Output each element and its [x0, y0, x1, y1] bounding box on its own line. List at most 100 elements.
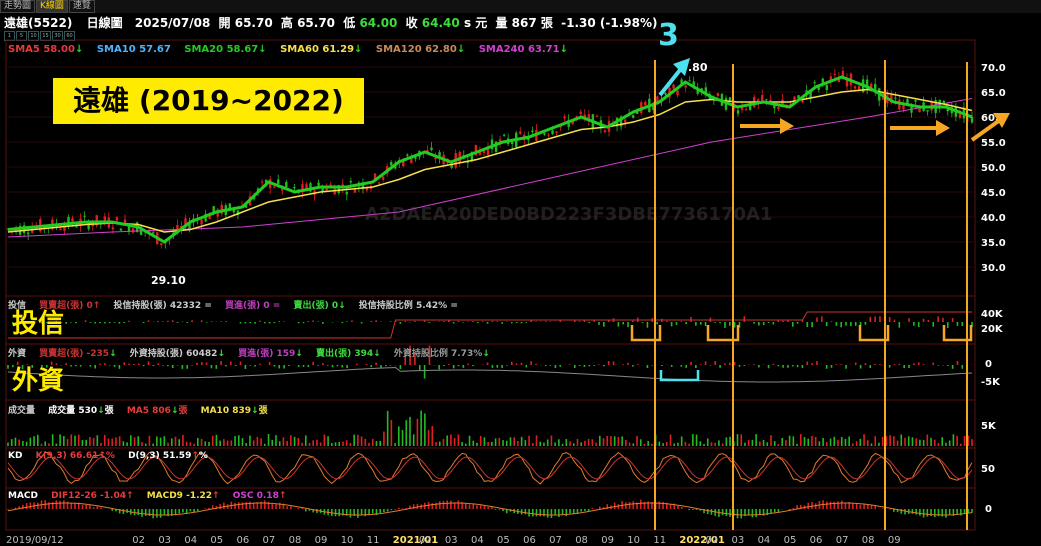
volume-bar — [859, 438, 862, 446]
candle-body — [200, 219, 203, 225]
macd-bar — [170, 509, 173, 516]
bar — [695, 365, 697, 369]
volume-bar — [807, 438, 810, 446]
volume-bar — [706, 438, 709, 446]
bar — [573, 320, 576, 322]
volume-bar — [550, 435, 553, 446]
candle-body — [853, 86, 857, 89]
bar — [210, 321, 213, 322]
x-tick-label: 04 — [758, 535, 771, 546]
volume-bar — [829, 438, 832, 446]
macd-bar — [245, 502, 248, 509]
bar — [874, 316, 876, 322]
bar — [791, 322, 794, 327]
volume-bar — [744, 442, 746, 446]
bar — [331, 365, 334, 368]
x-tick-label: 03 — [158, 535, 171, 546]
bar — [825, 322, 828, 327]
tab-trend[interactable]: 走勢圖 — [0, 0, 36, 13]
bar — [554, 365, 557, 369]
macd-bar — [703, 509, 705, 514]
bar — [283, 321, 285, 322]
volume-bar — [907, 436, 910, 446]
bar — [646, 322, 649, 328]
candle-body — [438, 152, 441, 159]
trust-holding-line — [8, 311, 972, 339]
price-ytick: 55.0 — [981, 138, 1006, 149]
volume-bar — [438, 441, 441, 446]
volume-bar — [234, 436, 236, 446]
volume-bar — [357, 434, 359, 446]
volume-bar — [639, 439, 642, 446]
bar — [879, 316, 881, 322]
macd-bar — [14, 507, 17, 509]
bar — [200, 362, 203, 365]
bar — [646, 365, 649, 369]
macd-bar — [773, 509, 776, 513]
candle-body — [623, 119, 627, 123]
bar — [244, 322, 247, 324]
candle-body — [688, 80, 691, 82]
macd-bar — [922, 509, 925, 518]
macd-bar — [204, 508, 207, 509]
candle-body — [414, 157, 417, 159]
bar — [55, 363, 58, 365]
macd-bar — [554, 509, 556, 516]
macd-bar — [799, 504, 802, 509]
tab-quick[interactable]: 速覽 — [68, 0, 95, 13]
candle-body — [571, 120, 574, 125]
bar — [772, 363, 775, 365]
volume-bar — [267, 434, 270, 446]
volume-bar — [63, 436, 65, 446]
macd-bar — [915, 509, 917, 515]
bar — [656, 322, 658, 325]
macd-bar — [368, 509, 370, 516]
bar — [830, 365, 833, 368]
bar — [588, 365, 591, 367]
macd-bar — [182, 509, 184, 513]
volume-bar — [92, 437, 95, 446]
candle-body — [636, 112, 639, 114]
candle-body — [644, 101, 647, 106]
candle-body — [345, 191, 349, 195]
bar — [123, 322, 126, 324]
tab-kline[interactable]: K線圖 — [36, 0, 68, 13]
candle-body — [603, 130, 607, 133]
volume-bar — [163, 436, 166, 446]
bar — [21, 320, 24, 322]
bar — [612, 361, 615, 365]
macd-bar — [747, 509, 750, 516]
bar — [922, 318, 925, 322]
arrow-head — [936, 120, 950, 136]
macd-bar — [569, 509, 571, 514]
bar — [971, 322, 973, 328]
quote-header: 遠雄(5522) 日線圖 2025/07/08 開 65.70 高 65.70 … — [4, 16, 658, 30]
macd-bar — [900, 509, 903, 514]
candle-body — [692, 81, 695, 87]
volume-bar — [398, 426, 400, 446]
macd-bar — [25, 503, 28, 509]
macd-bar — [479, 505, 482, 509]
volume-bar — [383, 431, 385, 446]
candle-body — [958, 114, 962, 118]
bar — [230, 361, 232, 365]
bar — [588, 322, 591, 324]
candle-body — [575, 116, 578, 118]
bar — [535, 321, 537, 322]
volume-bar — [81, 440, 84, 446]
bar — [811, 363, 813, 365]
bar — [89, 365, 92, 367]
bar — [113, 322, 116, 323]
bar — [632, 320, 634, 322]
macd-bar — [855, 503, 858, 509]
volume-bar — [360, 436, 363, 446]
volume-bar — [610, 436, 612, 446]
candle-body — [305, 184, 308, 191]
bar — [404, 352, 407, 365]
bar — [724, 322, 726, 328]
candle-body — [75, 226, 78, 228]
bar — [743, 365, 746, 366]
bar — [108, 365, 111, 366]
macd-bar — [643, 501, 646, 509]
volume-bar — [658, 441, 661, 446]
